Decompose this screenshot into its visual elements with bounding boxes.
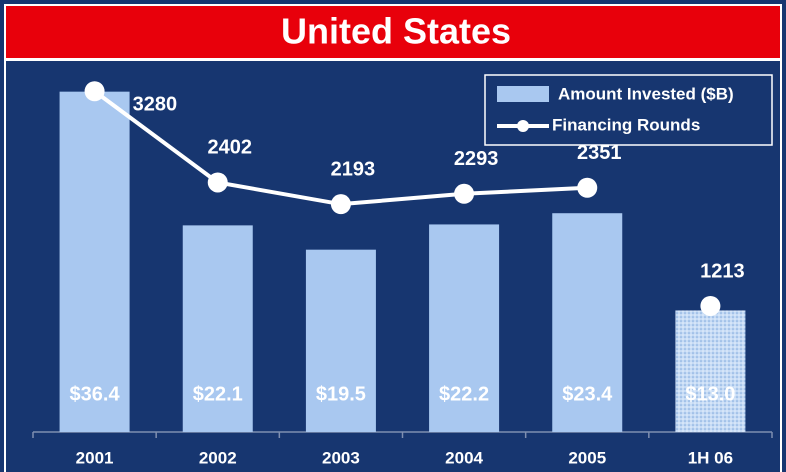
bar <box>182 225 253 432</box>
bar-value-label: $19.5 <box>316 383 366 405</box>
line-point <box>330 194 351 215</box>
line-point <box>577 177 598 198</box>
x-tick-label: 1H 06 <box>688 448 733 467</box>
bar <box>552 213 623 432</box>
bar-value-label: $13.0 <box>685 383 735 405</box>
line-value-label: 2293 <box>454 148 499 170</box>
line-value-label: 2402 <box>208 137 253 159</box>
legend-swatch <box>497 86 549 102</box>
line-value-label: 3280 <box>133 94 178 116</box>
bar <box>429 224 500 432</box>
line-point <box>700 295 721 316</box>
legend-label: Amount Invested ($B) <box>558 84 734 103</box>
legend-label: Financing Rounds <box>552 115 700 134</box>
bar <box>305 249 376 432</box>
line-point <box>84 81 105 102</box>
x-tick-label: 2002 <box>199 448 237 467</box>
x-tick-label: 2001 <box>76 448 114 467</box>
line-value-label: 2193 <box>331 158 376 180</box>
line-point <box>207 172 228 193</box>
legend-marker <box>517 120 529 132</box>
line-value-label: 1213 <box>700 260 745 282</box>
bar-value-label: $22.2 <box>439 383 489 405</box>
x-tick-label: 2005 <box>568 448 606 467</box>
bar-value-label: $22.1 <box>193 383 243 405</box>
line-value-label: 2351 <box>577 142 622 164</box>
bar <box>59 91 130 432</box>
title-banner <box>4 4 782 60</box>
bar-value-label: $36.4 <box>70 383 121 405</box>
chart-title: United States <box>281 11 511 52</box>
bar <box>675 310 746 432</box>
x-tick-label: 2004 <box>445 448 483 467</box>
x-tick-label: 2003 <box>322 448 360 467</box>
line-point <box>454 183 475 204</box>
bar-value-label: $23.4 <box>562 383 613 405</box>
